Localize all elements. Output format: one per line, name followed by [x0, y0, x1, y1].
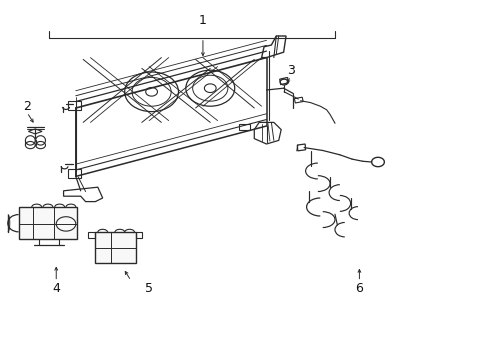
Polygon shape [95, 232, 136, 263]
Text: 5: 5 [145, 282, 153, 294]
Polygon shape [19, 207, 77, 239]
Text: 6: 6 [355, 282, 363, 294]
Text: 4: 4 [52, 282, 60, 294]
Text: 1: 1 [199, 14, 206, 27]
Text: 2: 2 [23, 100, 31, 113]
Text: 3: 3 [286, 64, 294, 77]
